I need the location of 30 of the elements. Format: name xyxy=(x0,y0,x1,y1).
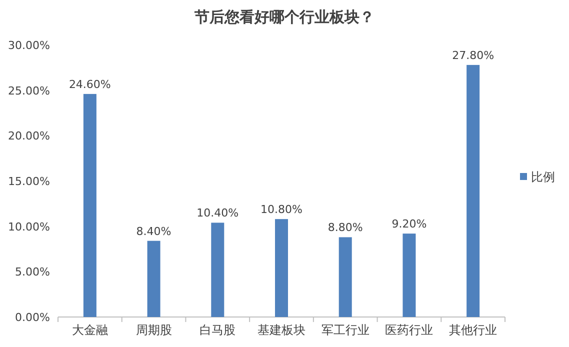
data-label: 8.40% xyxy=(136,224,172,238)
y-tick-label: 0.00% xyxy=(15,311,50,324)
x-tick-label: 其他行业 xyxy=(449,323,498,337)
data-label: 24.60% xyxy=(68,78,111,91)
x-tick-label: 大金融 xyxy=(72,323,108,337)
x-tick-label: 白马股 xyxy=(200,323,236,337)
bar xyxy=(211,222,224,317)
chart-title: 节后您看好哪个行业板块？ xyxy=(194,9,374,26)
x-tick-label: 周期股 xyxy=(136,323,172,337)
bar xyxy=(338,237,352,317)
bar xyxy=(402,234,416,317)
y-tick-label: 15.00% xyxy=(8,175,50,188)
bar xyxy=(275,219,288,317)
x-tick-label: 基建板块 xyxy=(258,323,306,337)
data-label: 10.80% xyxy=(260,203,302,216)
y-tick-label: 30.00% xyxy=(8,39,50,52)
data-label: 8.80% xyxy=(328,221,363,234)
bar xyxy=(466,64,480,317)
x-tick-label: 军工行业 xyxy=(321,323,370,337)
x-tick-label: 医药行业 xyxy=(385,323,434,337)
y-tick-label: 5.00% xyxy=(15,266,50,279)
bar xyxy=(83,94,96,317)
bar xyxy=(147,240,160,317)
y-tick-label: 20.00% xyxy=(8,130,50,143)
data-label: 27.80% xyxy=(452,48,494,62)
data-label: 10.40% xyxy=(196,206,239,220)
legend-label: 比例 xyxy=(531,170,555,184)
data-label: 9.20% xyxy=(392,218,427,231)
y-tick-label: 25.00% xyxy=(8,84,50,98)
y-tick-label: 10.00% xyxy=(8,220,50,234)
